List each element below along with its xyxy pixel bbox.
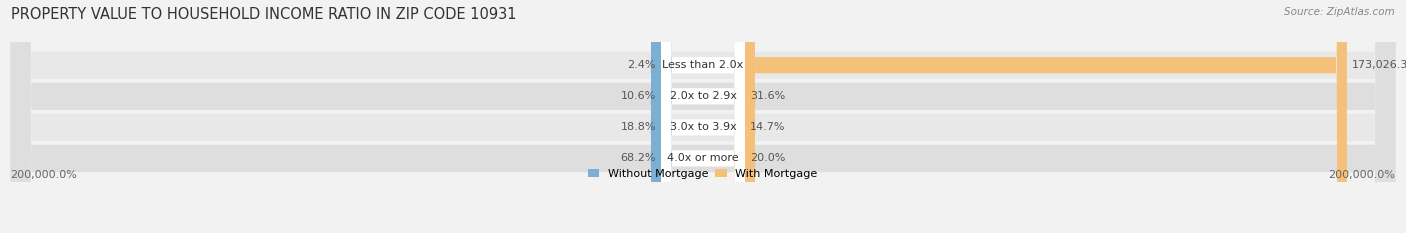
Text: 4.0x or more: 4.0x or more [668,154,738,163]
Text: 3.0x to 3.9x: 3.0x to 3.9x [669,122,737,132]
FancyBboxPatch shape [10,0,1396,233]
Text: 200,000.0%: 200,000.0% [1329,170,1396,180]
FancyBboxPatch shape [10,0,1396,233]
FancyBboxPatch shape [651,0,672,233]
FancyBboxPatch shape [734,0,755,233]
Text: 2.0x to 2.9x: 2.0x to 2.9x [669,91,737,101]
FancyBboxPatch shape [661,0,745,233]
Text: 2.4%: 2.4% [627,60,657,70]
FancyBboxPatch shape [10,0,1396,233]
FancyBboxPatch shape [745,0,1347,233]
FancyBboxPatch shape [734,0,755,233]
Text: 173,026.3%: 173,026.3% [1353,60,1406,70]
FancyBboxPatch shape [651,0,672,233]
Text: 10.6%: 10.6% [620,91,657,101]
FancyBboxPatch shape [661,0,745,233]
Legend: Without Mortgage, With Mortgage: Without Mortgage, With Mortgage [588,169,818,179]
FancyBboxPatch shape [734,0,755,233]
Text: 20.0%: 20.0% [749,154,786,163]
Text: Less than 2.0x: Less than 2.0x [662,60,744,70]
Text: 68.2%: 68.2% [620,154,655,163]
FancyBboxPatch shape [651,0,672,233]
Text: PROPERTY VALUE TO HOUSEHOLD INCOME RATIO IN ZIP CODE 10931: PROPERTY VALUE TO HOUSEHOLD INCOME RATIO… [11,7,517,22]
Text: 18.8%: 18.8% [620,122,657,132]
FancyBboxPatch shape [661,0,745,233]
Text: Source: ZipAtlas.com: Source: ZipAtlas.com [1284,7,1395,17]
FancyBboxPatch shape [651,0,672,233]
Text: 14.7%: 14.7% [749,122,786,132]
FancyBboxPatch shape [661,0,745,233]
FancyBboxPatch shape [10,0,1396,233]
Text: 31.6%: 31.6% [749,91,786,101]
Text: 200,000.0%: 200,000.0% [10,170,77,180]
